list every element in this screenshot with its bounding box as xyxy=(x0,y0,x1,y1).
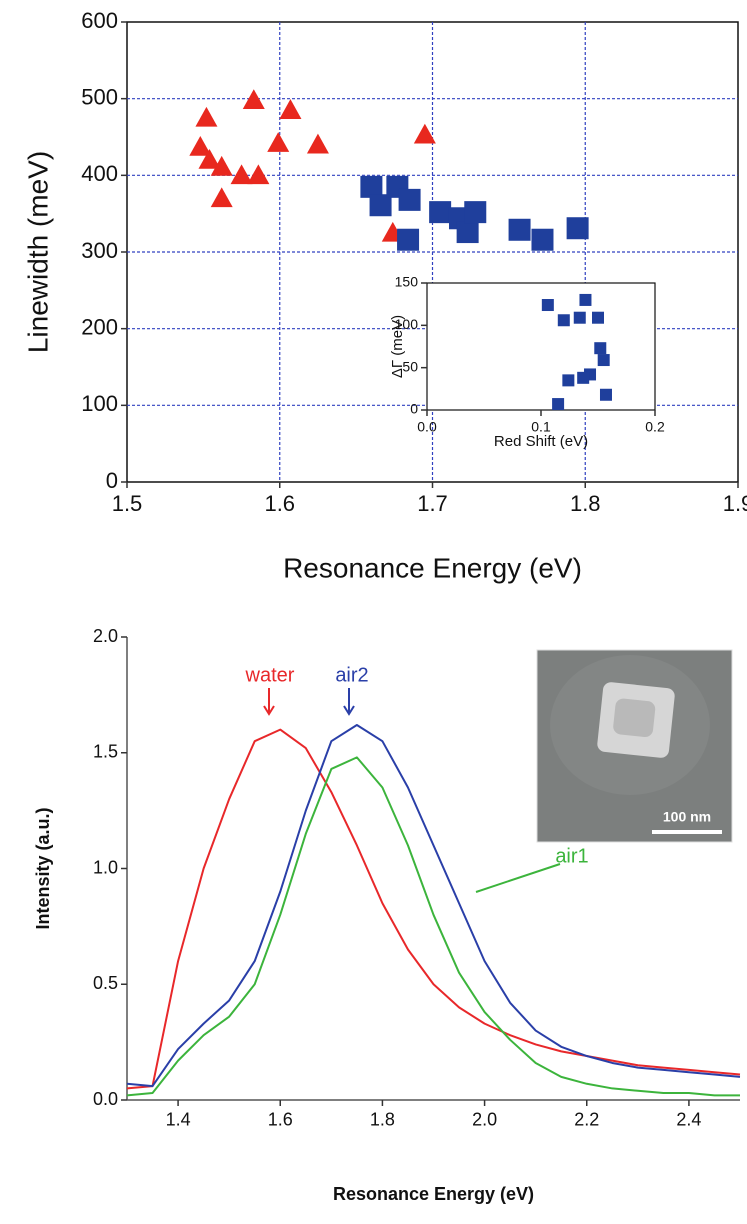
triangle-marker xyxy=(198,149,221,169)
triangle-marker xyxy=(210,187,233,208)
square-marker xyxy=(566,217,589,240)
x-axis-label: Resonance Energy (eV) xyxy=(333,1184,534,1204)
y-tick-label: 0.5 xyxy=(93,973,118,993)
y-tick-label: 500 xyxy=(81,84,118,109)
x-tick-label: 1.9 xyxy=(723,491,747,516)
square-marker xyxy=(456,221,479,244)
x-tick-label: 0.2 xyxy=(645,419,665,435)
line-series xyxy=(126,723,741,1088)
triangle-marker xyxy=(242,89,265,109)
square-marker xyxy=(531,228,554,251)
sem-particle-core xyxy=(613,698,656,738)
y-tick-label: 0 xyxy=(410,401,418,417)
triangle-marker xyxy=(195,106,218,127)
y-tick-label: 50 xyxy=(402,358,418,374)
x-tick-label: 2.2 xyxy=(574,1109,599,1129)
y-tick-label: 200 xyxy=(81,314,118,339)
y-axis-label: ΔΓ (meV) xyxy=(389,315,406,378)
y-axis-label: Linewidth (meV) xyxy=(22,151,53,353)
scale-label: 100 nm xyxy=(663,809,711,825)
plot-area xyxy=(426,282,656,411)
square-marker xyxy=(573,311,586,324)
square-marker xyxy=(562,374,575,387)
square-marker xyxy=(508,218,531,241)
square-marker xyxy=(599,388,612,401)
y-tick-label: 1.0 xyxy=(93,857,118,877)
x-tick-label: 1.8 xyxy=(570,491,601,516)
square-marker xyxy=(360,175,383,198)
y-tick-label: 100 xyxy=(395,316,419,332)
square-marker xyxy=(464,201,487,224)
triangle-marker xyxy=(230,164,253,185)
square-marker xyxy=(579,293,592,306)
triangle-marker xyxy=(189,135,212,156)
y-axis-label: Intensity (a.u.) xyxy=(33,807,53,929)
square-marker xyxy=(397,228,420,251)
annotation: water xyxy=(245,664,295,686)
y-tick-label: 100 xyxy=(81,391,118,416)
line-series xyxy=(126,756,740,1097)
x-tick-label: 1.4 xyxy=(166,1109,191,1129)
square-marker xyxy=(592,311,604,324)
x-tick-label: 2.4 xyxy=(676,1109,701,1129)
chart: 0.0 0.5 1.0 1.5 2.0 1.4 1.6 1.8 2.0 2.2 2.4 Resonan… xyxy=(33,626,741,1204)
triangle-marker xyxy=(267,132,290,152)
x-tick-label: 0.1 xyxy=(531,419,551,435)
annotation-arrow xyxy=(343,688,355,716)
x-tick-label: 1.7 xyxy=(417,491,448,516)
triangle-marker xyxy=(210,155,233,176)
x-axis-label: Resonance Energy (eV) xyxy=(283,552,582,583)
x-axis-label: Red Shift (eV) xyxy=(494,433,588,450)
triangle-marker xyxy=(247,164,270,185)
y-tick-label: 1.5 xyxy=(93,742,118,762)
square-marker xyxy=(369,194,392,217)
square-marker xyxy=(398,188,421,211)
x-tick-label: 0.0 xyxy=(417,419,437,435)
x-tick-label: 1.8 xyxy=(370,1109,395,1129)
square-marker xyxy=(594,342,607,355)
annotation-arrow xyxy=(263,688,275,716)
square-marker xyxy=(557,314,570,327)
x-tick-label: 1.6 xyxy=(268,1109,293,1129)
square-marker xyxy=(597,354,610,367)
annotation: air1 xyxy=(555,845,588,867)
annotation-arrow xyxy=(475,863,561,893)
y-tick-label: 2.0 xyxy=(93,626,118,646)
square-marker xyxy=(541,299,554,312)
square-marker xyxy=(577,371,590,384)
annotation: air2 xyxy=(335,664,368,686)
x-tick-label: 1.6 xyxy=(264,491,295,516)
triangle-marker xyxy=(306,133,329,154)
sem-image: 100 nm xyxy=(536,649,733,843)
line-series xyxy=(126,728,741,1090)
triangle-marker xyxy=(413,123,436,144)
y-tick-label: 0.0 xyxy=(93,1089,118,1109)
y-tick-label: 150 xyxy=(395,274,419,290)
chart: 0 50 100 150 0.0 0.1 0.2 Red Shift (eV) ΔΓ (meV) xyxy=(389,274,665,450)
y-tick-label: 300 xyxy=(81,238,118,263)
square-marker xyxy=(429,201,452,224)
y-tick-label: 0 xyxy=(106,468,118,493)
triangle-marker xyxy=(279,99,302,119)
y-tick-label: 600 xyxy=(81,8,118,33)
x-tick-label: 2.0 xyxy=(472,1109,497,1129)
y-tick-label: 400 xyxy=(81,161,118,186)
x-tick-label: 1.5 xyxy=(112,491,143,516)
square-marker xyxy=(552,398,565,411)
